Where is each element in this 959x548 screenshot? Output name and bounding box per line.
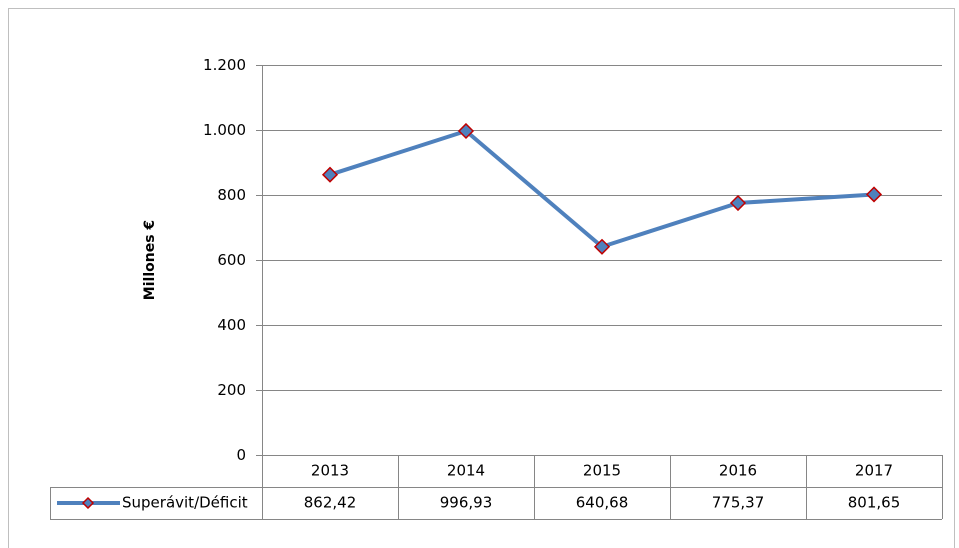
x-tick-label: 2015 [583,462,621,480]
y-tick-label: 200 [217,381,246,399]
marker [593,238,611,255]
marker [729,194,747,212]
x-tick-label: 2016 [719,462,757,480]
y-tick-label: 400 [217,316,246,334]
y-tick-label: 800 [217,186,246,204]
line [329,128,875,249]
data-label: 801,65 [848,494,901,512]
y-tick-label: 0 [236,446,246,464]
legend-key-marker [81,496,95,510]
x-tick-label: 2013 [311,462,349,480]
marker [321,166,339,183]
legend-label: Superávit/Déficit [122,494,248,512]
marker [865,186,883,203]
y-tick-label: 600 [217,251,246,269]
y-axis-label: Millones € [142,220,158,300]
data-label: 775,37 [712,494,765,512]
chart-frame [8,8,955,548]
data-label: 862,42 [304,494,357,512]
y-tick-label: 1.000 [203,121,246,139]
data-label: 640,68 [576,494,629,512]
y-tick-label: 1.200 [203,56,246,74]
marker [457,122,475,140]
data-table [50,487,942,520]
x-tick-label: 2017 [855,462,893,480]
x-tick-label: 2014 [447,462,485,480]
data-label: 996,93 [440,494,493,512]
